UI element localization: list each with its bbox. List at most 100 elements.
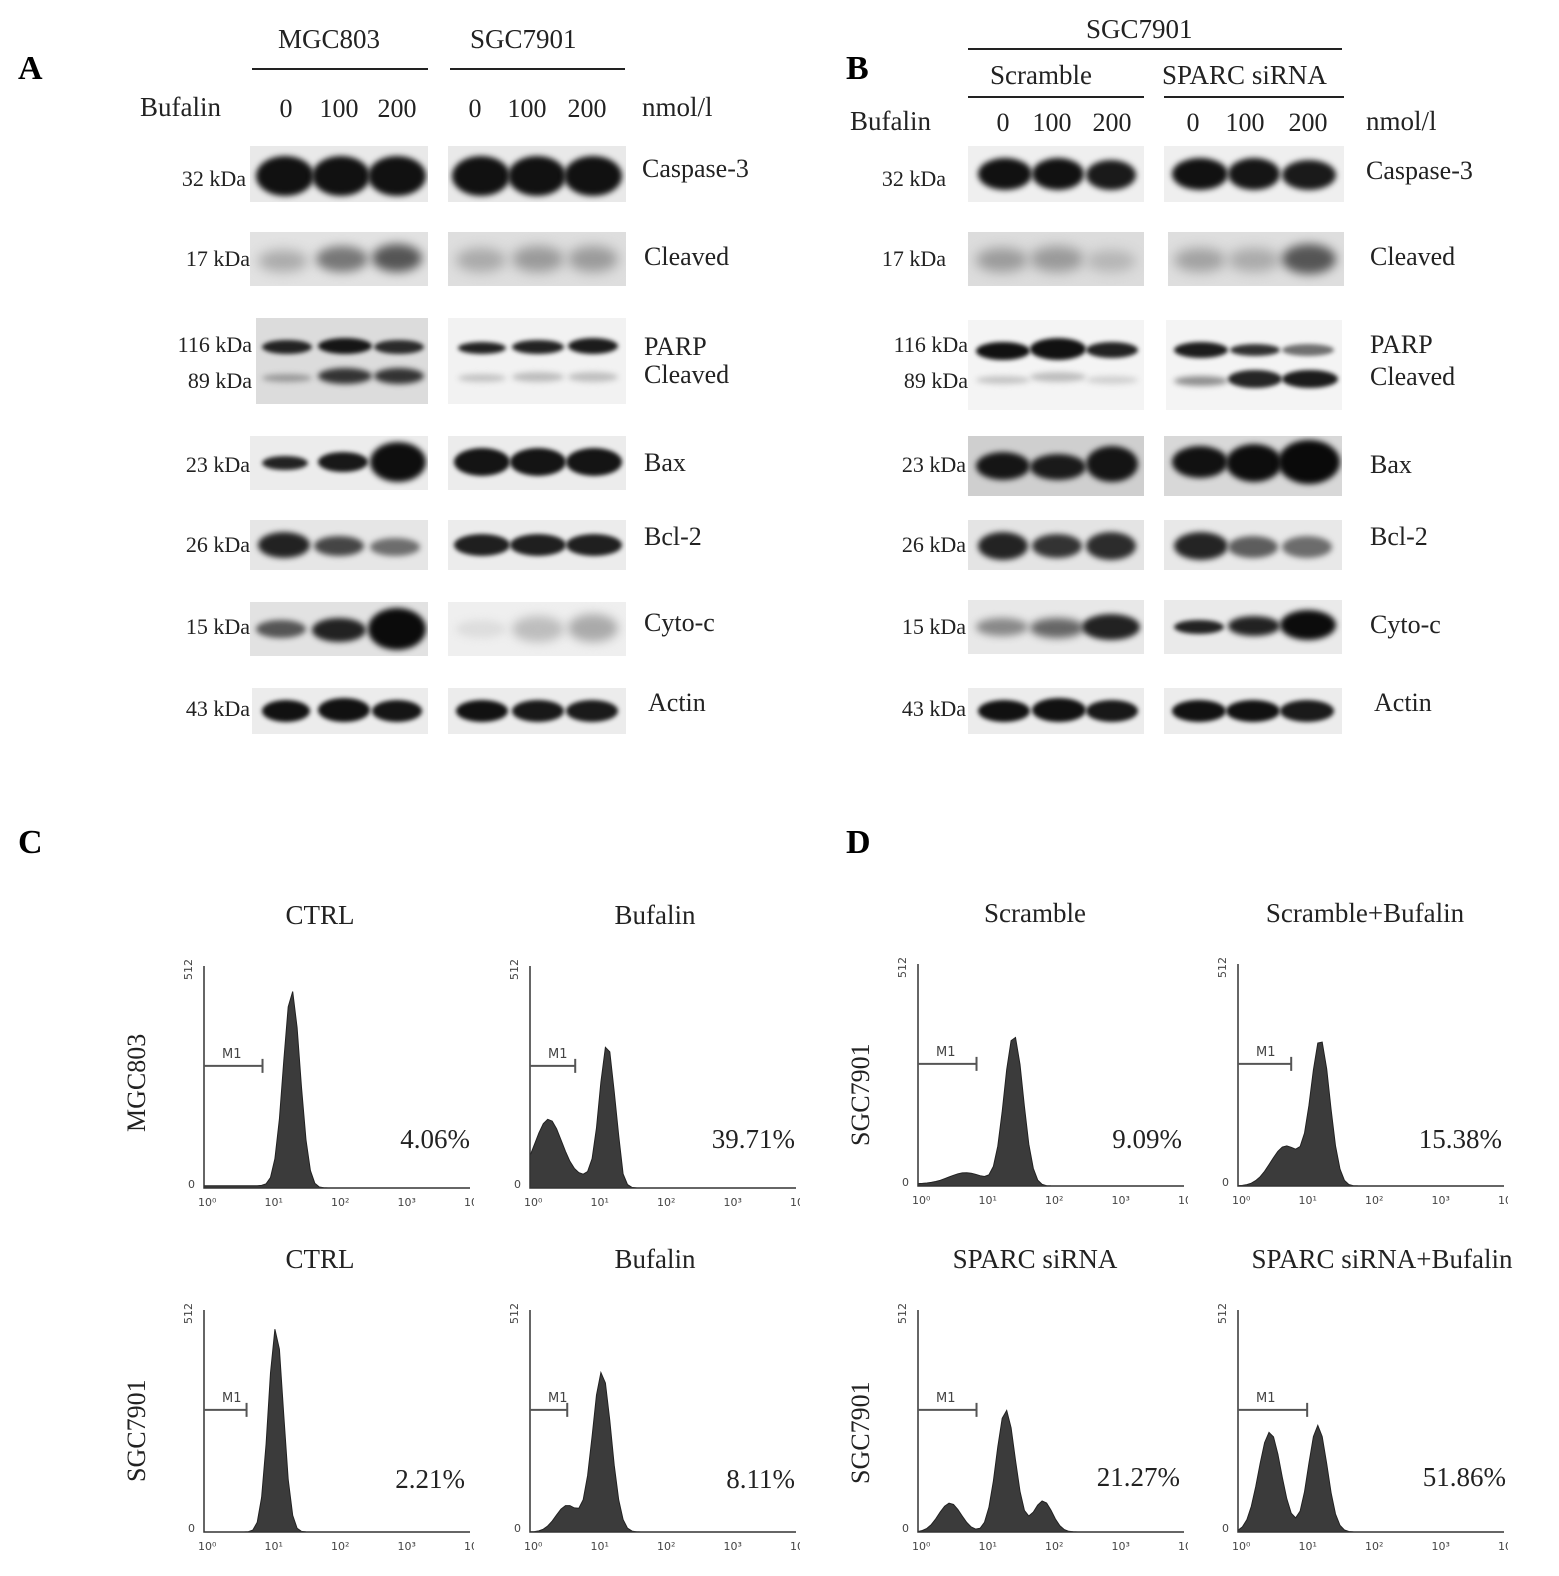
blot-band <box>1174 376 1228 386</box>
x-tick-label: 10¹ <box>1299 1194 1317 1207</box>
blot-strip <box>968 146 1144 202</box>
protein-label: Caspase-3 <box>642 154 749 183</box>
gate-label: M1 <box>548 1047 568 1062</box>
protein-label: Actin <box>648 688 706 717</box>
protein-label: Cleaved <box>1370 362 1456 391</box>
blot-band <box>1228 248 1280 272</box>
blot-band <box>368 156 426 196</box>
flow-histogram: 10⁰ 10¹ 10² 10³ 10⁴ 512 0 M1 <box>896 1304 1188 1553</box>
blot-band <box>1030 618 1084 638</box>
blot-band <box>978 700 1030 722</box>
x-tick-label: 10⁰ <box>1232 1540 1251 1553</box>
x-tick-label: 10⁴ <box>1498 1540 1508 1553</box>
histogram-title: Bufalin <box>614 900 696 930</box>
blot-band <box>1282 244 1336 274</box>
histogram-title: Bufalin <box>614 1244 696 1274</box>
mw-label: 89 kDa <box>187 368 252 393</box>
gate-label: M1 <box>548 1391 568 1406</box>
blot-band <box>510 448 566 476</box>
blot-band <box>1174 532 1228 560</box>
y-min-label: 0 <box>514 1178 521 1191</box>
x-tick-label: 10² <box>1045 1540 1063 1553</box>
histogram-curve <box>203 991 470 1189</box>
blot-band <box>508 156 566 196</box>
x-tick-label: 10² <box>1365 1540 1383 1553</box>
x-tick-label: 10³ <box>398 1196 416 1209</box>
blot-strip <box>448 688 626 734</box>
x-tick-label: 10³ <box>1432 1540 1450 1553</box>
blot-strip <box>1168 232 1344 286</box>
histogram-axes <box>1237 1310 1504 1533</box>
protein-label: Bax <box>1370 450 1412 479</box>
panel-letter-c: C <box>18 824 43 861</box>
dose-label: 0 <box>279 94 293 123</box>
dose-label: 200 <box>1288 108 1328 137</box>
blot-band <box>1282 536 1332 558</box>
blot-band <box>454 534 510 556</box>
mw-label: 26 kDa <box>185 532 250 557</box>
blot-strip <box>968 600 1144 654</box>
x-tick-label: 10⁴ <box>1498 1194 1508 1207</box>
blot-band <box>512 340 564 354</box>
blot-strip <box>256 318 428 404</box>
panel-letter-a: A <box>18 50 43 87</box>
x-tick-label: 10⁴ <box>464 1196 474 1209</box>
dose-label: 0 <box>1186 108 1200 137</box>
blot-band <box>1030 454 1086 480</box>
blot-band <box>566 448 622 476</box>
protein-label: Bcl-2 <box>644 522 702 551</box>
blot-band <box>1086 160 1136 190</box>
group-rule-mgc803 <box>252 68 428 70</box>
x-tick-label: 10¹ <box>1299 1540 1317 1553</box>
blot-band <box>454 448 510 476</box>
y-min-label: 0 <box>1222 1522 1229 1535</box>
histogram-curve <box>529 1046 796 1189</box>
row-label: SGC7901 <box>846 1043 875 1146</box>
blot-strip <box>1164 146 1344 202</box>
flow-histogram: 10⁰ 10¹ 10² 10³ 10⁴ 512 0 M1 <box>508 960 800 1209</box>
treatment-label: Bufalin <box>850 106 931 136</box>
mw-label: 23 kDa <box>185 452 250 477</box>
blot-band <box>1086 532 1136 560</box>
blot-strip <box>968 232 1144 286</box>
blot-band <box>1282 344 1334 356</box>
blot-band <box>1030 372 1086 382</box>
histogram-title: Scramble <box>984 898 1086 928</box>
blot-band <box>256 156 314 196</box>
gate-percentage: 4.06% <box>400 1124 470 1154</box>
blot-band <box>372 700 422 722</box>
blot-band <box>456 620 506 638</box>
gate-label: M1 <box>1256 1045 1276 1060</box>
blot-band <box>1228 536 1278 558</box>
blot-band <box>1172 158 1228 190</box>
blot-band <box>312 156 370 196</box>
blot-band <box>512 372 564 382</box>
gate-percentage: 39.71% <box>711 1124 795 1154</box>
blot-band <box>566 700 618 722</box>
dose-label: 200 <box>1092 108 1132 137</box>
blot-strip <box>250 146 428 202</box>
blot-band <box>1228 370 1282 388</box>
gate-marker <box>1238 1402 1309 1417</box>
mw-label: 43 kDa <box>185 696 250 721</box>
x-tick-label: 10³ <box>1112 1194 1130 1207</box>
x-tick-label: 10¹ <box>265 1196 283 1209</box>
x-tick-label: 10¹ <box>979 1540 997 1553</box>
x-tick-label: 10² <box>331 1196 349 1209</box>
protein-label: Actin <box>1374 688 1432 717</box>
blot-band <box>568 372 618 382</box>
protein-label: Cleaved <box>644 242 730 271</box>
gate-label: M1 <box>222 1391 242 1406</box>
blot-strip <box>250 602 428 656</box>
blot-band <box>976 376 1030 384</box>
unit-label: nmol/l <box>1366 106 1437 136</box>
blot-band <box>1086 376 1138 384</box>
blot-band <box>978 532 1028 560</box>
y-max-label: 512 <box>1216 1304 1229 1324</box>
histogram-curve <box>917 1036 1184 1187</box>
blot-strip <box>968 688 1144 734</box>
gate-label: M1 <box>936 1391 956 1406</box>
blot-band <box>1174 248 1226 272</box>
blot-band <box>568 614 618 642</box>
y-min-label: 0 <box>902 1176 909 1189</box>
